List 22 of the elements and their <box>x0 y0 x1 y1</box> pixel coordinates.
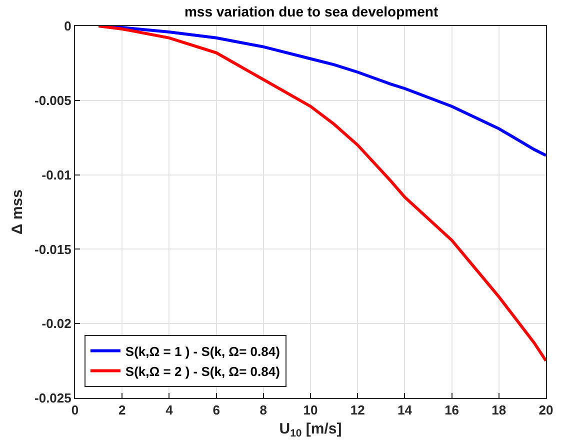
y-tick-label: -0.005 <box>34 92 72 108</box>
x-tick-label: 18 <box>492 402 506 418</box>
y-tick-label: -0.02 <box>42 316 72 332</box>
x-tick-label: 12 <box>350 402 365 418</box>
legend-label: S(k,Ω = 1 ) - S(k, Ω= 0.84) <box>125 344 280 359</box>
chart-title: mss variation due to sea development <box>184 3 438 20</box>
x-tick-label: 2 <box>118 402 126 418</box>
x-tick-label: 4 <box>166 402 174 418</box>
x-tick-label: 14 <box>397 402 413 418</box>
x-axis-title: U$_{10}$ [m/s] <box>279 420 342 440</box>
y-tick-label: -0.025 <box>34 390 72 406</box>
y-tick-label: -0.01 <box>42 167 72 182</box>
x-tick-label: 10 <box>303 402 318 418</box>
x-tick-label: 16 <box>444 402 460 418</box>
legend-label: S(k,Ω = 2 ) - S(k, Ω= 0.84) <box>125 364 280 379</box>
x-tick-label: 20 <box>538 402 554 418</box>
x-tick-label: 8 <box>260 402 268 418</box>
y-axis-title: Δ mss <box>8 190 26 234</box>
x-tick-label: 6 <box>212 402 220 418</box>
line-series <box>97 26 546 362</box>
y-tick-label: 0 <box>64 18 72 34</box>
y-tick-label: -0.015 <box>34 242 72 257</box>
